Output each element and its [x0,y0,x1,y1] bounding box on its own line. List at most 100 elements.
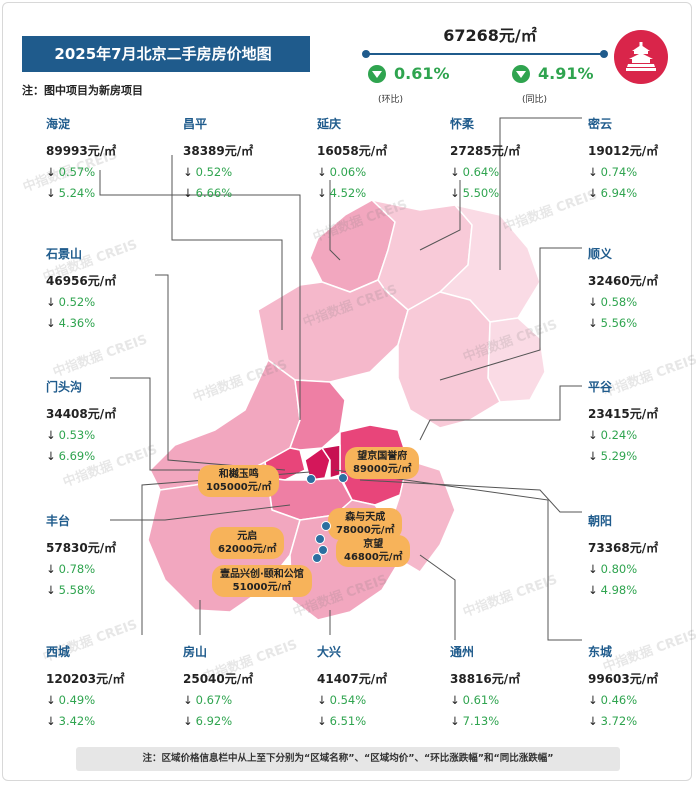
project-name: 森与天成 [345,512,386,523]
district-yoy: ↓ 5.24% [46,186,96,200]
project-price: 89000元/㎡ [353,464,412,475]
district-yoy: ↓ 6.94% [588,186,638,200]
district-name: 昌平 [183,117,208,131]
leader-line-mentougou [110,377,200,471]
project-label: 和樾玉鸣 105000元/㎡ [198,465,280,497]
down-arrow-icon: ↓ [450,714,460,728]
district-name: 门头沟 [46,380,83,394]
project-label: 望京国誉府 89000元/㎡ [345,447,420,479]
project-name: 京望 [363,539,384,550]
down-arrow-icon: ↓ [46,428,56,442]
leader-line-chaoyang [359,479,582,513]
district-price: 46956元/㎡ [46,274,117,288]
leader-line-shunyi [439,247,582,381]
district-price: 19012元/㎡ [588,144,659,158]
down-arrow-icon: ↓ [183,186,193,200]
down-arrow-icon: ↓ [317,714,327,728]
district-name: 大兴 [317,645,342,659]
leader-line-changping [171,155,283,330]
overall-mom: 0.61% [368,64,450,83]
district-yoy: ↓ 3.42% [46,714,96,728]
district-price: 16058元/㎡ [317,144,388,158]
district-price: 38389元/㎡ [183,144,254,158]
down-arrow-icon: ↓ [46,583,56,597]
down-arrow-icon: ↓ [46,449,56,463]
district-price: 34408元/㎡ [46,407,117,421]
district-yoy: ↓ 4.52% [317,186,367,200]
district-yoy: ↓ 3.72% [588,714,638,728]
overall-mom-label: (环比) [378,95,404,105]
down-arrow-icon: ↓ [183,693,193,707]
project-name: 望京国誉府 [357,451,408,462]
district-yoy: ↓ 5.56% [588,316,638,330]
project-name: 和樾玉鸣 [218,469,259,480]
district-card-tongzhou: 通州 38816元/㎡ ↓ 0.61% ↓ 7.13% [450,643,560,735]
district-price: 120203元/㎡ [46,672,125,686]
district-card-pinggu: 平谷 23415元/㎡ ↓ 0.24% ↓ 5.29% [588,378,696,470]
district-yoy: ↓ 5.29% [588,449,638,463]
project-price: 46800元/㎡ [344,552,403,563]
district-yoy: ↓ 6.92% [183,714,233,728]
district-yoy: ↓ 6.69% [46,449,96,463]
district-price: 25040元/㎡ [183,672,254,686]
district-card-xicheng: 西城 120203元/㎡ ↓ 0.49% ↓ 3.42% [46,643,156,735]
district-card-huairou: 怀柔 27285元/㎡ ↓ 0.64% ↓ 5.50% [450,115,560,207]
down-arrow-icon: ↓ [588,714,598,728]
district-card-chaoyang: 朝阳 73368元/㎡ ↓ 0.80% ↓ 4.98% [588,512,696,604]
district-name: 朝阳 [588,514,613,528]
down-arrow-icon: ↓ [588,295,598,309]
project-marker [321,521,331,531]
leader-line-haidian [99,170,301,420]
leader-line-dongcheng [334,469,582,641]
leader-line-yanqing [329,180,341,261]
district-price: 99603元/㎡ [588,672,659,686]
down-arrow-icon: ↓ [450,165,460,179]
temple-of-heaven-logo-icon [614,30,668,84]
district-mom: ↓ 0.06% [317,165,367,179]
down-arrow-icon: ↓ [46,165,56,179]
district-card-dongcheng: 东城 99603元/㎡ ↓ 0.46% ↓ 3.72% [588,643,696,735]
district-card-fangshan: 房山 25040元/㎡ ↓ 0.67% ↓ 6.92% [183,643,293,735]
district-mom: ↓ 0.74% [588,165,638,179]
district-name: 顺义 [588,247,613,261]
district-card-changping: 昌平 38389元/㎡ ↓ 0.52% ↓ 6.66% [183,115,293,207]
district-name: 丰台 [46,514,71,528]
district-name: 石景山 [46,247,83,261]
district-name: 东城 [588,645,613,659]
down-arrow-icon: ↓ [183,714,193,728]
district-card-mentougou: 门头沟 34408元/㎡ ↓ 0.53% ↓ 6.69% [46,378,156,470]
leader-line-pinggu [419,385,582,441]
down-arrow-icon: ↓ [46,693,56,707]
district-mom: ↓ 0.67% [183,693,233,707]
district-mom: ↓ 0.46% [588,693,638,707]
down-arrow-icon [368,64,386,83]
overall-yoy-value: 4.91% [538,64,594,83]
down-arrow-icon: ↓ [46,316,56,330]
district-card-miyun: 密云 19012元/㎡ ↓ 0.74% ↓ 6.94% [588,115,696,207]
district-name: 延庆 [317,117,342,131]
overall-yoy: 4.91% [512,64,594,83]
district-price: 23415元/㎡ [588,407,659,421]
district-mom: ↓ 0.52% [46,295,96,309]
district-name: 海淀 [46,117,71,131]
project-marker [318,545,328,555]
district-mom: ↓ 0.57% [46,165,96,179]
district-yoy: ↓ 6.66% [183,186,233,200]
district-yoy: ↓ 5.58% [46,583,96,597]
district-card-fengtai: 丰台 57830元/㎡ ↓ 0.78% ↓ 5.58% [46,512,156,604]
district-yoy: ↓ 5.50% [450,186,500,200]
overall-divider [362,50,608,58]
project-label: 元启 62000元/㎡ [210,527,285,559]
project-marker [338,473,348,483]
down-arrow-icon: ↓ [46,562,56,576]
overall-yoy-label: (同比) [522,95,548,105]
project-price: 51000元/㎡ [232,582,292,593]
district-name: 密云 [588,117,613,131]
district-mom: ↓ 0.78% [46,562,96,576]
district-price: 73368元/㎡ [588,541,659,555]
project-note: 注：图中项目为新房项目 [22,84,143,97]
down-arrow-icon: ↓ [46,295,56,309]
down-arrow-icon: ↓ [588,562,598,576]
district-card-shunyi: 顺义 32460元/㎡ ↓ 0.58% ↓ 5.56% [588,245,696,337]
district-card-daxing: 大兴 41407元/㎡ ↓ 0.54% ↓ 6.51% [317,643,427,735]
